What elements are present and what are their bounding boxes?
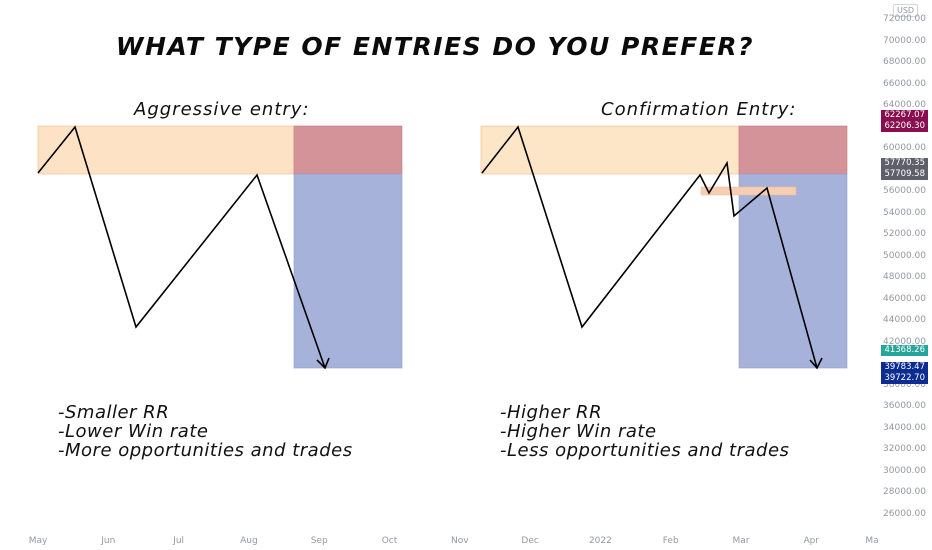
- target-zone-right: [738, 173, 848, 369]
- price-badge: 57770.35: [881, 158, 928, 169]
- y-tick-label: 26000.00: [883, 508, 926, 519]
- y-tick-label: 72000.00: [883, 14, 926, 24]
- x-tick-label: 2022: [588, 536, 612, 546]
- y-tick-label: 44000.00: [883, 315, 926, 325]
- target-zone-left: [293, 173, 403, 369]
- note-item: -Less opportunities and trades: [500, 440, 790, 461]
- y-tick-label: 50000.00: [883, 250, 926, 261]
- stop-zone-left: [293, 125, 403, 175]
- note-item: -More opportunities and trades: [58, 440, 353, 461]
- supply-zone-left: [37, 125, 295, 175]
- y-tick-label: 60000.00: [883, 143, 926, 153]
- y-tick-label: 66000.00: [883, 78, 926, 89]
- y-tick-label: 42000.00: [883, 336, 926, 347]
- x-tick-label: Dec: [521, 536, 539, 546]
- notes-aggressive: -Smaller RR -Lower Win rate -More opport…: [58, 403, 353, 460]
- x-tick-label: May: [28, 536, 48, 546]
- arrow-head-right: [809, 357, 823, 370]
- note-item: -Lower Win rate: [58, 421, 209, 442]
- chart-plot: [37, 125, 848, 370]
- y-tick-label: 34000.00: [883, 422, 926, 433]
- x-tick-label: Feb: [662, 536, 679, 546]
- y-tick-label: 46000.00: [883, 293, 926, 304]
- panel-subtitle-confirmation: Confirmation Entry:: [601, 99, 797, 120]
- y-tick-label: 28000.00: [883, 487, 926, 497]
- y-tick-label: 48000.00: [883, 272, 926, 282]
- price-path-left: [37, 125, 326, 369]
- x-tick-label: Mar: [732, 536, 750, 546]
- stop-zone-right: [738, 125, 848, 175]
- x-tick-label: Jul: [173, 536, 185, 546]
- x-tick-label: Aug: [240, 536, 258, 546]
- minor-zone-right: [700, 186, 797, 196]
- x-tick-label: Nov: [451, 536, 469, 546]
- y-tick-label: 52000.00: [883, 229, 926, 239]
- x-tick-label: Apr: [803, 536, 820, 546]
- price-badge: 41368.26: [881, 345, 928, 356]
- y-tick-label: 70000.00: [883, 35, 926, 46]
- note-item: -Higher RR: [500, 402, 603, 423]
- note-item: -Higher Win rate: [500, 421, 657, 442]
- supply-zone-right: [480, 125, 740, 175]
- price-badge: 39783.47: [881, 362, 928, 373]
- y-tick-label: 38000.00: [883, 379, 926, 390]
- x-tick-label: Sep: [310, 536, 328, 546]
- price-path-right: [481, 125, 818, 369]
- y-tick-label: 68000.00: [883, 57, 926, 67]
- y-tick-label: 30000.00: [883, 465, 926, 476]
- x-tick-label: Jun: [101, 536, 116, 546]
- chart-title: WHAT TYPE OF ENTRIES DO YOU PREFER?: [115, 32, 755, 61]
- panel-subtitle-aggressive: Aggressive entry:: [134, 99, 310, 120]
- x-tick-label: Oct: [381, 536, 398, 546]
- y-tick-label: 32000.00: [883, 444, 926, 454]
- price-badge: 39722.70: [881, 373, 928, 384]
- y-tick-label: 56000.00: [883, 186, 926, 196]
- y-tick-label: 64000.00: [883, 100, 926, 110]
- x-tick-label: Ma: [865, 536, 879, 546]
- y-tick-label: 36000.00: [883, 401, 926, 411]
- notes-confirmation: -Higher RR -Higher Win rate -Less opport…: [500, 403, 789, 460]
- price-axis[interactable]: 72000.00 70000.00 68000.00 66000.00 64000.00…: [872, 0, 932, 550]
- price-badge: 62267.07: [881, 110, 928, 121]
- price-badge: 57709.58: [881, 169, 928, 180]
- note-item: -Smaller RR: [58, 402, 170, 423]
- currency-label[interactable]: USD: [893, 4, 919, 17]
- arrow-head-left: [316, 357, 330, 370]
- y-tick-label: 54000.00: [883, 207, 926, 218]
- price-badge: 62206.30: [881, 121, 928, 132]
